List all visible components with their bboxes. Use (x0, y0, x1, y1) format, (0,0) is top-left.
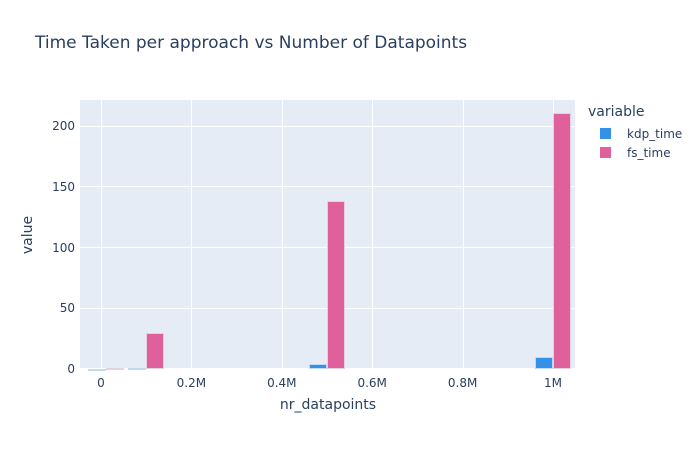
x-tick-label: 0.6M (357, 376, 387, 390)
chart-title: Time Taken per approach vs Number of Dat… (35, 33, 468, 53)
bar-kdp-time[interactable] (309, 363, 327, 369)
x-tick-label: 0.8M (447, 376, 478, 390)
x-tick-label: 0.4M (267, 376, 297, 390)
legend-swatch-icon (600, 128, 611, 139)
plot-area (80, 100, 575, 371)
y-tick-label: 200 (52, 119, 75, 133)
gridline (80, 368, 575, 370)
x-tick-label: 0.2M (176, 376, 207, 390)
legend-item-fs-time[interactable]: fs_time (600, 143, 682, 162)
gridline (80, 125, 575, 127)
bar-fs-time[interactable] (327, 201, 345, 369)
legend-label: kdp_time (627, 126, 683, 141)
bar-fs-time[interactable] (146, 332, 165, 369)
x-gridline (372, 100, 374, 369)
y-tick-label: 0 (67, 362, 75, 376)
bar-kdp-time[interactable] (535, 357, 553, 369)
y-axis-label: value (20, 215, 36, 255)
x-gridline (191, 100, 193, 369)
y-tick-label: 50 (59, 301, 75, 316)
bar-kdp-time[interactable] (87, 368, 106, 371)
legend-title: variable (588, 104, 645, 120)
legend-label: fs_time (627, 145, 671, 160)
x-gridline (281, 100, 283, 369)
x-tick-label: 0 (97, 376, 105, 390)
x-gridline (101, 100, 102, 369)
bar-fs-time[interactable] (105, 367, 124, 370)
bar-kdp-time[interactable] (128, 368, 147, 371)
x-tick-label: 1M (544, 376, 562, 390)
legend: variable kdp_time fs_time (588, 104, 682, 162)
legend-swatch-icon (600, 147, 611, 158)
gridline (80, 186, 575, 188)
bar-fs-time[interactable] (553, 113, 571, 369)
legend-item-kdp-time[interactable]: kdp_time (600, 124, 682, 143)
y-tick-label: 150 (52, 179, 75, 194)
x-gridline (462, 100, 464, 369)
x-axis-label: nr_datapoints (279, 397, 377, 413)
y-tick-label: 100 (52, 240, 75, 255)
